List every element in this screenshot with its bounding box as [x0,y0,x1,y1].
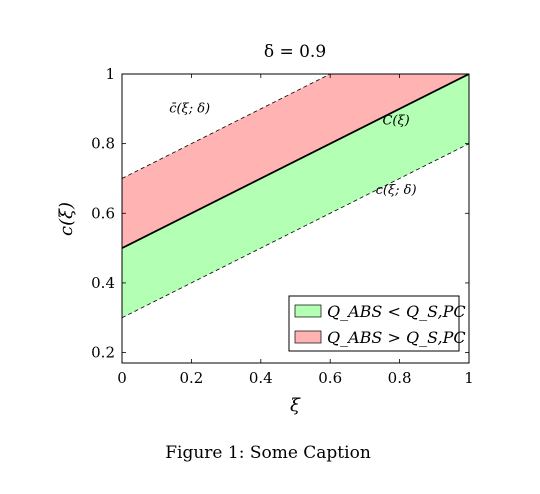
axis-ticks: 0 0.2 0.4 0.6 0.8 10.20.40.60.81 [91,65,474,387]
legend: Q_ABS < Q_S,PC Q_ABS > Q_S,PC [288,295,466,352]
legend-label-less: Q_ABS < Q_S,PC [327,302,466,321]
line-upper-dashed [122,74,332,179]
annotation-upper-bound: c̄(ξ; δ) [169,101,210,116]
curve-annotations: c̄(ξ; δ) C(ξ) c(ξ; δ) [169,101,416,198]
x-tick-label: 0 [117,369,127,387]
legend-swatch-green [294,304,322,318]
chart-title: δ = 0.9 [264,42,326,62]
plot-frame [121,73,470,364]
y-tick-label: 0.8 [91,135,115,153]
line-lower-dashed [122,143,469,319]
x-tick-label: 0.6 [318,369,342,387]
y-tick-label: 0.2 [91,344,115,362]
y-tick-label: 1 [105,65,115,83]
annotation-lower-bound: c(ξ; δ) [376,183,417,198]
series-lines [122,74,469,319]
figure-caption: Figure 1: Some Caption [165,443,371,463]
x-tick-label: 1 [464,369,474,387]
x-tick-label: 0.2 [179,369,203,387]
y-tick-label: 0.6 [91,204,115,222]
line-C [122,74,469,249]
legend-label-greater: Q_ABS > Q_S,PC [327,328,466,347]
y-axis-label: c(ξ) [56,202,77,236]
legend-swatch-red [294,330,322,344]
x-axis-label: ξ [290,395,301,416]
y-tick-label: 0.4 [91,274,115,292]
x-tick-label: 0.8 [388,369,412,387]
x-tick-label: 0.4 [249,369,273,387]
annotation-C: C(ξ) [382,113,409,128]
region-green-below [122,74,469,318]
